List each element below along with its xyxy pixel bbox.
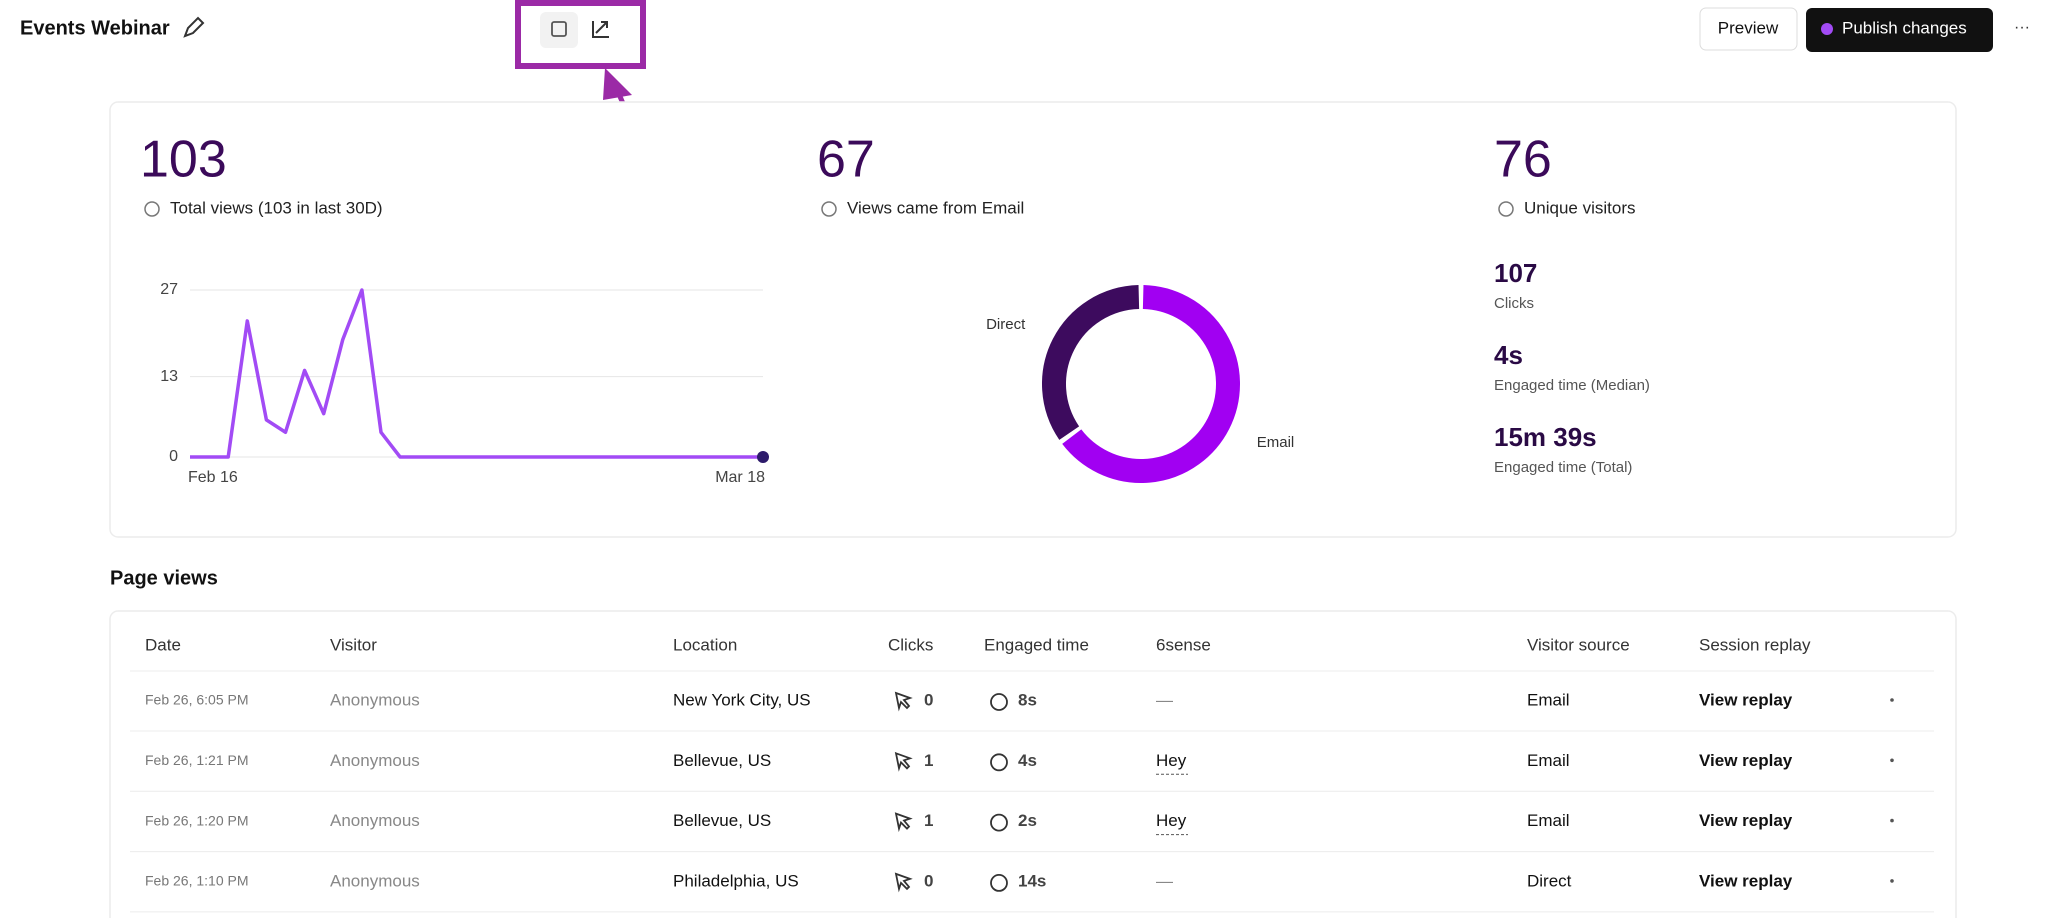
timer-icon (990, 693, 1008, 711)
donut-label: Direct (986, 316, 1026, 333)
table-cell: Feb 26, 6:05 PM (145, 692, 249, 708)
stat-label: Views came from Email (847, 198, 1024, 217)
column-header: Date (145, 635, 181, 654)
column-header: Visitor (330, 635, 377, 654)
preview-label: Preview (1718, 18, 1779, 37)
table-cell: Hey (1156, 751, 1187, 770)
stat-value: 67 (817, 131, 875, 189)
highlight-box (515, 0, 646, 69)
table-cell: Feb 26, 1:10 PM (145, 873, 249, 889)
cursor-icon (894, 691, 913, 712)
status-dot (1821, 23, 1833, 35)
row-menu[interactable] (1890, 758, 1894, 763)
section-title: Page views (110, 567, 218, 589)
table-cell[interactable]: View replay (1699, 690, 1793, 709)
cursor-icon (894, 751, 913, 772)
publish-button[interactable] (1806, 8, 1993, 52)
y-tick-label: 0 (169, 448, 178, 465)
donut-segment (1042, 285, 1140, 440)
stat-value: 76 (1494, 131, 1552, 189)
table-cell: Bellevue, US (673, 751, 771, 770)
table-cell: Email (1527, 751, 1570, 770)
page-title: Events Webinar (20, 17, 170, 39)
table-cell: Feb 26, 1:21 PM (145, 752, 249, 768)
metric-label: Clicks (1494, 295, 1534, 312)
stat-label: Total views (103 in last 30D) (170, 198, 383, 217)
table-cell: Email (1527, 690, 1570, 709)
y-tick-label: 27 (160, 281, 178, 298)
table-cell: Philadelphia, US (673, 871, 799, 890)
table-cell: Anonymous (330, 871, 420, 890)
table-cell: Anonymous (330, 811, 420, 830)
analytics-icon[interactable] (592, 21, 609, 38)
table-cell: 8s (1018, 690, 1037, 709)
row-menu[interactable] (1890, 879, 1894, 883)
publish-label: Publish changes (1842, 18, 1967, 37)
x-tick-label: Feb 16 (188, 469, 238, 486)
cursor-icon (894, 872, 913, 893)
edit-icon[interactable] (183, 16, 205, 38)
views-line (190, 288, 763, 459)
table-cell: Anonymous (330, 751, 420, 770)
table-cell[interactable]: View replay (1699, 751, 1793, 770)
column-header: Engaged time (984, 635, 1089, 654)
table-cell: — (1156, 690, 1173, 709)
table-cell: Anonymous (330, 690, 420, 709)
cursor-icon (894, 812, 913, 833)
more-menu[interactable]: ··· (2014, 19, 2030, 36)
table-cell: New York City, US (673, 690, 811, 709)
table-cell: — (1156, 871, 1173, 890)
stat-icon (144, 201, 160, 217)
stat-icon (821, 201, 837, 217)
timer-icon (990, 874, 1008, 892)
row-menu[interactable] (1890, 698, 1894, 702)
table-cell: 2s (1018, 811, 1037, 830)
donut-segment (1062, 285, 1240, 483)
table-card (109, 610, 1957, 918)
table-cell: 1 (924, 811, 933, 830)
preview-button[interactable] (1699, 7, 1798, 51)
metric-value: 107 (1494, 258, 1537, 288)
column-header: Location (673, 635, 737, 654)
table-cell: 14s (1018, 871, 1046, 890)
column-header: Visitor source (1527, 635, 1630, 654)
timer-icon (990, 753, 1008, 772)
table-cell: Direct (1527, 871, 1572, 890)
metric-value: 4s (1494, 340, 1523, 370)
end-point (757, 451, 769, 463)
y-tick-label: 13 (160, 368, 178, 385)
stats-card (109, 101, 1957, 538)
metric-label: Engaged time (Total) (1494, 459, 1632, 476)
timer-icon (990, 813, 1008, 832)
column-header: 6sense (1156, 635, 1211, 654)
stat-label: Unique visitors (1524, 198, 1636, 217)
editor-toggle[interactable] (540, 12, 578, 48)
table-cell: Hey (1156, 811, 1187, 830)
column-header: Clicks (888, 635, 933, 654)
stat-value: 103 (140, 131, 227, 189)
stat-icon (1498, 201, 1514, 217)
table-cell: Email (1527, 811, 1570, 830)
table-cell[interactable]: View replay (1699, 871, 1793, 890)
row-menu[interactable] (1890, 818, 1894, 823)
table-cell[interactable]: View replay (1699, 811, 1793, 830)
table-cell: Bellevue, US (673, 811, 771, 830)
table-cell: Feb 26, 1:20 PM (145, 812, 249, 828)
table-cell: 1 (924, 751, 933, 770)
editor-icon (551, 21, 567, 37)
metric-label: Engaged time (Median) (1494, 377, 1650, 394)
table-cell: 0 (924, 690, 933, 709)
donut-label: Email (1257, 434, 1295, 451)
table-cell: 0 (924, 871, 933, 890)
metric-value: 15m 39s (1494, 422, 1597, 452)
x-tick-label: Mar 18 (715, 469, 765, 486)
table-cell: 4s (1018, 751, 1037, 770)
column-header: Session replay (1699, 635, 1811, 654)
arrow-head (603, 68, 632, 100)
